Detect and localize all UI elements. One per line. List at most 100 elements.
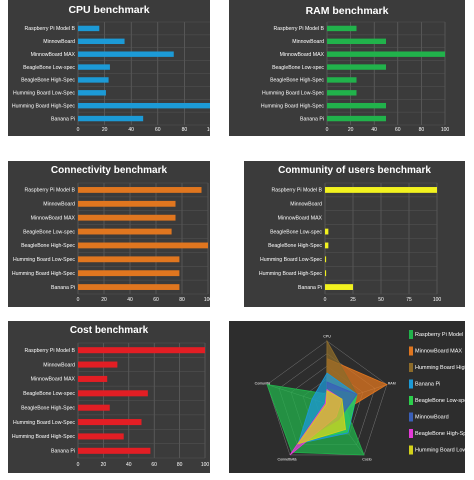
legend-label: Raspberry Pi Model B bbox=[415, 332, 465, 338]
category-label: Humming Board High-Spec bbox=[12, 271, 76, 277]
community-benchmark-panel: Community of users benchmark 0 25 50 75 100 Ra… bbox=[244, 161, 465, 307]
radar-comparison-chart: CPU RAM Costo Connettività Comunità Raspberry… bbox=[255, 330, 465, 462]
bar bbox=[325, 270, 327, 277]
bar bbox=[327, 64, 386, 70]
community-benchmark-chart: Community of users benchmark 0 25 50 75 100 Ra… bbox=[259, 165, 442, 303]
bar bbox=[78, 51, 174, 57]
x-tick-label: 40 bbox=[127, 297, 133, 303]
bar bbox=[78, 284, 180, 290]
bar bbox=[78, 102, 210, 109]
bar bbox=[78, 270, 180, 277]
category-label: BeagleBone Low-spec bbox=[23, 391, 75, 397]
x-tick-label: 40 bbox=[371, 127, 377, 133]
category-label: Banana Pi bbox=[300, 116, 324, 122]
legend-label: BeagleBone Low-spec bbox=[415, 398, 465, 404]
ram-benchmark-chart: RAM benchmark 0 20 40 60 80 100 Raspberry Pi Mo… bbox=[261, 5, 450, 133]
legend-swatch bbox=[409, 396, 413, 405]
category-label: BeagleBone Low-spec bbox=[270, 229, 322, 235]
bar bbox=[78, 242, 208, 249]
category-label: Humming Board Low-Spec bbox=[13, 257, 75, 263]
category-label: Raspberry Pi Model B bbox=[25, 26, 76, 32]
bar bbox=[325, 228, 329, 235]
legend-label: MinnowBoard bbox=[415, 415, 449, 421]
category-label: MinnowBoard bbox=[290, 202, 322, 208]
legend-swatch bbox=[409, 330, 413, 339]
legend-swatch bbox=[409, 445, 413, 455]
bar bbox=[327, 102, 386, 109]
x-tick-label: 80 bbox=[182, 127, 188, 133]
ram-benchmark-panel: RAM benchmark 0 20 40 60 80 100 Raspberry Pi Mo… bbox=[229, 0, 465, 136]
radar-axis-label: Comunità bbox=[255, 381, 270, 385]
radar-comparison-panel: CPU RAM Costo Connettività Comunità Raspberry… bbox=[229, 321, 465, 473]
category-label: MinnowBoard MAX bbox=[31, 215, 76, 221]
category-label: MinnowBoard bbox=[43, 39, 75, 45]
category-label: Humming Board High-Spec bbox=[12, 103, 76, 109]
x-tick-label: 100 bbox=[204, 297, 210, 303]
connectivity-benchmark-chart: Connectivity benchmark 0 20 40 60 80 100 Raspbe… bbox=[12, 165, 210, 303]
x-tick-label: 100 bbox=[433, 297, 442, 303]
category-label: MinnowBoard MAX bbox=[31, 377, 76, 383]
x-tick-label: 100 bbox=[441, 127, 450, 133]
x-tick-label: 0 bbox=[77, 297, 80, 303]
bar bbox=[327, 115, 386, 122]
bar bbox=[327, 25, 357, 32]
bar bbox=[78, 25, 100, 32]
x-tick-label: 100 bbox=[207, 127, 210, 133]
category-label: Banana Pi bbox=[298, 285, 322, 291]
x-tick-label: 0 bbox=[324, 297, 327, 303]
bar bbox=[78, 200, 176, 207]
legend-label: Banana Pi bbox=[415, 382, 440, 388]
x-tick-label: 0 bbox=[326, 127, 329, 133]
x-tick-label: 40 bbox=[128, 127, 134, 133]
chart-title: Connectivity benchmark bbox=[51, 165, 168, 176]
cpu-benchmark-panel: CPU benchmark 0 20 40 60 80 100 Raspberry Pi Mo… bbox=[8, 0, 210, 136]
bar bbox=[78, 447, 151, 454]
category-label: BeagleBone High-Spec bbox=[21, 243, 75, 249]
x-tick-label: 60 bbox=[153, 297, 159, 303]
category-label: BeagleBone Low-spec bbox=[23, 65, 75, 71]
category-label: MinnowBoard MAX bbox=[278, 215, 323, 221]
category-label: MinnowBoard MAX bbox=[31, 52, 76, 58]
category-label: Banana Pi bbox=[51, 116, 75, 122]
category-label: MinnowBoard bbox=[43, 202, 75, 208]
bar bbox=[78, 187, 202, 193]
category-label: BeagleBone Low-spec bbox=[272, 65, 324, 71]
x-tick-label: 60 bbox=[395, 127, 401, 133]
cost-benchmark-chart: Cost benchmark 0 20 40 60 80 100 Raspberry Pi M… bbox=[12, 325, 210, 468]
category-label: Banana Pi bbox=[51, 449, 75, 455]
legend-label: BeagleBone High-Spec bbox=[415, 431, 465, 437]
bar bbox=[78, 404, 110, 411]
x-tick-label: 20 bbox=[101, 297, 107, 303]
x-tick-label: 40 bbox=[126, 462, 132, 468]
bar bbox=[78, 64, 110, 70]
bar bbox=[78, 433, 124, 440]
category-label: MinnowBoard bbox=[43, 362, 75, 368]
bar bbox=[325, 256, 327, 263]
legend-swatch bbox=[409, 412, 413, 422]
legend-label: Humming Board High-Spec bbox=[415, 365, 465, 371]
chart-title: RAM benchmark bbox=[306, 5, 389, 17]
bar bbox=[78, 228, 172, 235]
category-label: Raspberry Pi Model B bbox=[25, 188, 76, 194]
category-label: MinnowBoard bbox=[292, 39, 324, 45]
x-tick-label: 20 bbox=[101, 462, 107, 468]
category-label: Humming Board Low-Spec bbox=[262, 91, 324, 97]
category-label: BeagleBone High-Spec bbox=[21, 405, 75, 411]
connectivity-benchmark-panel: Connectivity benchmark 0 20 40 60 80 100 Raspbe… bbox=[8, 161, 210, 307]
chart-title: CPU benchmark bbox=[68, 4, 149, 16]
bar bbox=[327, 51, 445, 57]
x-tick-label: 20 bbox=[348, 127, 354, 133]
radar-series-area bbox=[297, 390, 346, 445]
cost-benchmark-panel: Cost benchmark 0 20 40 60 80 100 Raspberry Pi M… bbox=[8, 321, 210, 473]
radar-axis-label: RAM bbox=[388, 381, 396, 385]
legend-swatch bbox=[409, 429, 413, 438]
bar bbox=[78, 347, 205, 354]
bar bbox=[78, 375, 108, 382]
bar bbox=[78, 214, 176, 221]
x-tick-label: 75 bbox=[406, 297, 412, 303]
radar-axis-label: Connettività bbox=[278, 458, 297, 462]
radar-axis-label: Costo bbox=[362, 458, 371, 462]
bar bbox=[327, 38, 386, 45]
legend-swatch bbox=[409, 363, 413, 372]
category-label: BeagleBone High-Spec bbox=[268, 243, 322, 249]
